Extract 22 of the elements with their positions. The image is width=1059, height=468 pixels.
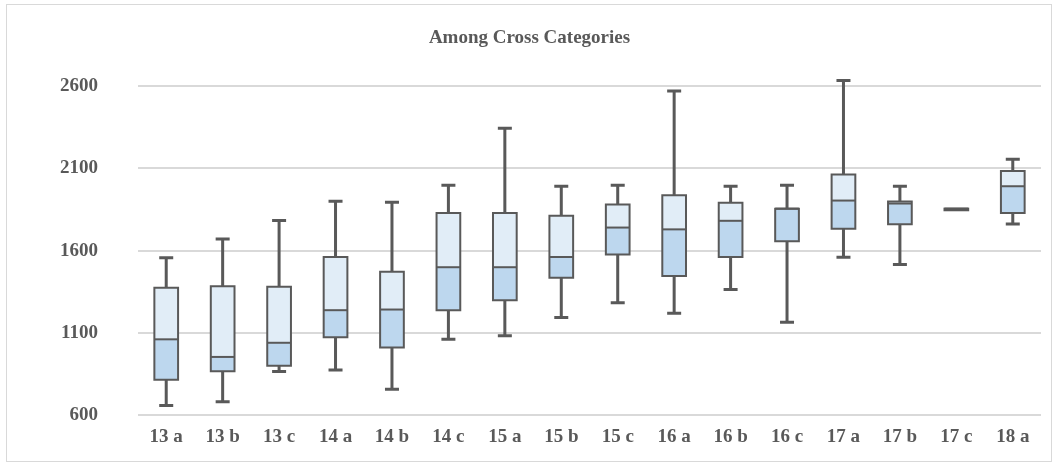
x-tick-label: 15 c	[601, 424, 634, 446]
x-tick-label: 16 c	[770, 424, 804, 446]
x-tick-label: 17 b	[882, 424, 918, 446]
y-tick-label: 2100	[60, 156, 98, 178]
x-tick-label: 14 c	[432, 424, 465, 446]
x-tick-label: 18 a	[996, 424, 1030, 446]
x-tick-label: 16 b	[713, 424, 748, 446]
x-tick-label: 16 a	[657, 424, 692, 446]
x-tick-label: 14 a	[318, 424, 353, 446]
y-tick-label: 1100	[61, 320, 98, 342]
x-tick-label: 15 b	[544, 424, 579, 446]
x-tick-label: 13 c	[263, 424, 296, 446]
x-tick-label: 14 b	[374, 424, 410, 446]
y-tick-label: 600	[69, 403, 98, 425]
x-tick-label: 15 a	[488, 424, 522, 446]
y-tick-label: 1600	[60, 238, 98, 260]
x-tick-label: 17 c	[940, 424, 973, 446]
y-tick-label: 2600	[60, 73, 98, 95]
chart-title: Among Cross Categories	[427, 26, 632, 48]
x-tick-label: 13 b	[205, 424, 240, 446]
x-tick-label: 13 a	[149, 424, 184, 446]
x-tick-label: 17 a	[826, 424, 861, 446]
